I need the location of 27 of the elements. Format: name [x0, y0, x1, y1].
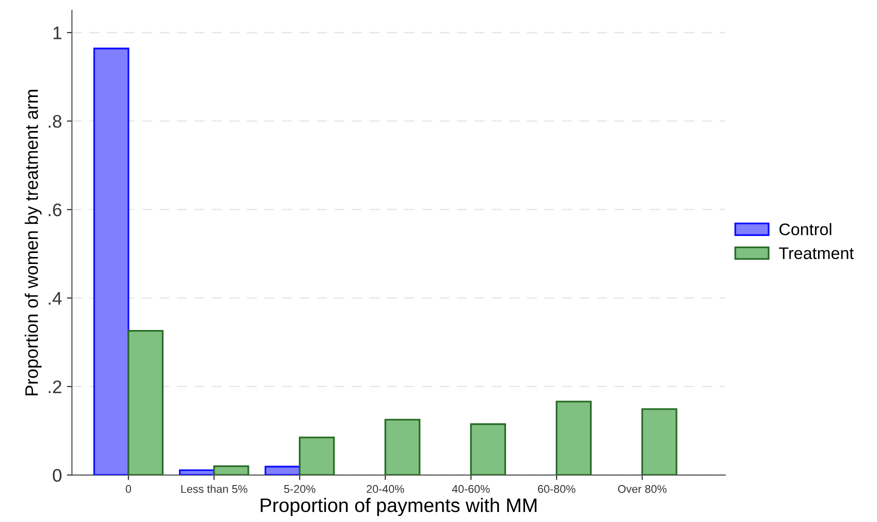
y-tick-label: 0	[52, 468, 62, 482]
legend-label: Treatment	[778, 248, 854, 260]
legend-label: Control	[779, 223, 832, 236]
bar	[213, 465, 250, 476]
x-tick-label: 40-60%	[452, 485, 490, 493]
y-tick-label: .8	[48, 114, 62, 128]
x-axis-title: Proportion of payments with MM	[260, 498, 536, 516]
x-tick-label: 20-40%	[366, 485, 404, 493]
bar	[128, 330, 164, 476]
bar	[264, 466, 301, 476]
y-tick-label: .4	[48, 292, 62, 305]
bar	[178, 469, 215, 476]
bar	[556, 400, 592, 476]
x-tick-label: 5-20%	[284, 485, 316, 493]
x-tick-label: 0	[126, 485, 132, 493]
y-tick-label: 1	[54, 26, 62, 40]
y-axis-title: Proportion of women by treatment arm	[24, 90, 42, 396]
bar	[93, 48, 130, 476]
x-tick-label: Less than 5%	[181, 484, 248, 493]
y-tick-label: .6	[48, 203, 62, 216]
x-tick-label: 60-80%	[538, 485, 576, 493]
y-tick-label: .2	[48, 380, 62, 394]
bar	[384, 418, 420, 476]
bar	[298, 436, 335, 476]
bar	[470, 423, 506, 476]
bar	[641, 408, 678, 476]
x-tick-label: Over 80%	[618, 485, 667, 493]
